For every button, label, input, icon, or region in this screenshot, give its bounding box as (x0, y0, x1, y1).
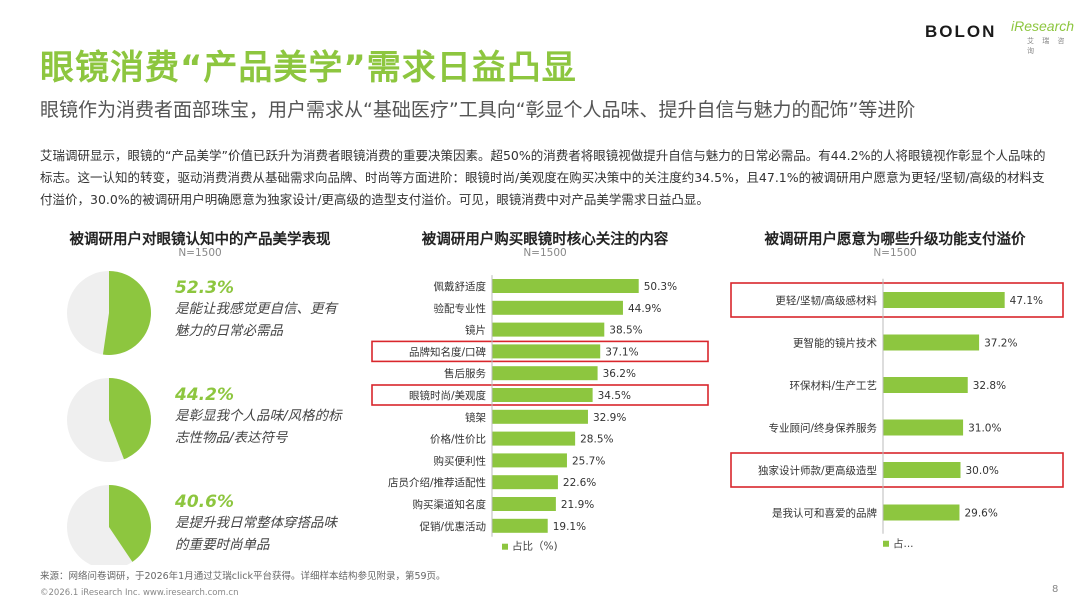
legend-label: 占比（%) (512, 540, 558, 553)
bar-category-label: 更轻/坚韧/高级感材料 (775, 294, 877, 307)
bar-value-label: 32.8% (973, 380, 1006, 392)
bar-category-label: 佩戴舒适度 (434, 280, 487, 293)
bar-category-label: 镜架 (465, 411, 486, 424)
bar (883, 292, 1005, 308)
bar-value-label: 29.6% (964, 508, 997, 520)
bar-chart-focus: 佩戴舒适度 50.3% 验配专业性 44.9% 镜片 38.5% 品牌知名度/口碑 37.1%… (371, 275, 709, 553)
pie-3-slice (109, 485, 152, 562)
bar-value-label: 21.9% (561, 499, 594, 511)
bar (492, 344, 601, 359)
bar-category-label: 品牌知名度/口碑 (409, 345, 487, 358)
bar-value-label: 28.5% (580, 434, 613, 446)
pie-item-1: 52.3% 是能让我感觉更自信、更有魅力的日常必需品 (175, 278, 345, 342)
bar-value-label: 37.2% (984, 338, 1017, 350)
bar-value-label: 38.5% (609, 325, 642, 337)
bar-category-label: 购买渠道知名度 (413, 498, 487, 511)
bar (492, 300, 623, 315)
bar-value-label: 47.1% (1010, 295, 1043, 307)
bar (883, 462, 961, 478)
pie-item-1-desc: 是能让我感觉更自信、更有魅力的日常必需品 (175, 301, 337, 339)
page-number: 8 (1052, 584, 1059, 595)
bar-chart-premium: 更轻/坚韧/高级感材料 47.1% 更智能的镜片技术 37.2% 环保材料/生产工艺 32… (730, 278, 1064, 550)
bar-panel-2-title: 被调研用户愿意为哪些升级功能支付溢价 (764, 232, 1026, 248)
legend-swatch (883, 540, 889, 547)
bar-panel-2-n: N=1500 (873, 247, 917, 259)
pie-item-2-desc: 是彰显我个人品味/风格的标志性物品/表达符号 (175, 408, 342, 446)
bar (883, 419, 964, 436)
bar-category-label: 价格/性价比 (430, 433, 486, 446)
bar-category-label: 购买便利性 (434, 454, 487, 467)
bar-value-label: 32.9% (593, 412, 626, 424)
bar (883, 334, 980, 351)
legend-swatch (502, 543, 508, 550)
pie-item-3-value: 40.6% (175, 492, 234, 512)
logo-iresearch-sub: 艾 瑞 咨 询 (1027, 37, 1068, 55)
bar-value-label: 36.2% (603, 368, 636, 380)
pie-item-2-value: 44.2% (175, 385, 234, 405)
pie-charts (67, 271, 152, 565)
bar (492, 497, 556, 511)
bar (492, 518, 548, 533)
bar-category-label: 独家设计师款/更高级造型 (758, 464, 877, 477)
highlight-box (730, 452, 1064, 488)
page-title: 眼镜消费“产品美学”需求日益凸显 (40, 48, 577, 88)
pie-item-2: 44.2% 是彰显我个人品味/风格的标志性物品/表达符号 (175, 385, 345, 449)
bar-value-label: 22.6% (563, 477, 596, 489)
bar-value-label: 25.7% (572, 455, 605, 467)
pie-item-3-desc: 是提升我日常整体穿搭品味的重要时尚单品 (175, 515, 337, 553)
bar-value-label: 31.0% (968, 423, 1001, 435)
bar-category-label: 更智能的镜片技术 (793, 337, 877, 350)
pie-panel-n: N=1500 (178, 247, 222, 259)
logo: BOLON iResearch 艾 瑞 咨 询 (925, 18, 1075, 55)
bar (492, 366, 598, 381)
bar (492, 279, 639, 293)
footer-copyright: ©2026.1 iResearch Inc. www.iresearch.com… (40, 588, 239, 598)
bar-value-label: 44.9% (628, 303, 661, 315)
bar (492, 453, 567, 468)
bar (492, 322, 605, 337)
pie-item-1-value: 52.3% (175, 278, 234, 298)
pie-2-slice (109, 378, 152, 460)
bar-category-label: 售后服务 (444, 367, 486, 380)
pie-panel-title: 被调研用户对眼镜认知中的产品美学表现 (69, 232, 331, 248)
pie-item-3: 40.6% 是提升我日常整体穿搭品味的重要时尚单品 (175, 492, 345, 556)
bar-category-label: 眼镜时尚/美观度 (409, 389, 487, 402)
bar-value-label: 34.5% (598, 390, 631, 402)
logo-brand: BOLON (925, 22, 997, 41)
bar-category-label: 镜片 (465, 324, 486, 337)
bar-value-label: 37.1% (605, 346, 638, 358)
bar-panel-1-title: 被调研用户购买眼镜时核心关注的内容 (421, 232, 669, 248)
bar-category-label: 促销/优惠活动 (419, 520, 486, 533)
bar (492, 475, 558, 490)
intro-paragraph: 艾瑞调研显示，眼镜的“产品美学”价值已跃升为消费者眼镜消费的重要决策因素。超50… (40, 148, 1046, 207)
bar-panel-1-n: N=1500 (523, 247, 567, 259)
bar-value-label: 50.3% (644, 281, 677, 293)
bar-category-label: 环保材料/生产工艺 (789, 379, 877, 392)
footer-source: 来源：网络问卷调研，于2026年1月通过艾瑞click平台获得。详细样本结构参见… (40, 571, 446, 582)
bar-category-label: 专业顾问/终身保养服务 (768, 422, 877, 435)
bar (492, 388, 593, 402)
legend-label: 占... (893, 537, 914, 550)
highlight-box (371, 340, 709, 363)
highlight-box (371, 384, 709, 406)
bar-value-label: 30.0% (966, 465, 999, 477)
pie-1-slice (102, 271, 152, 355)
bar-category-label: 是我认可和喜爱的品牌 (772, 507, 877, 520)
bar (492, 409, 588, 424)
page-subtitle: 眼镜作为消费者面部珠宝，用户需求从“基础医疗”工具向“彰显个人品味、提升自信与魅… (40, 99, 916, 121)
bar (492, 431, 576, 446)
bar (883, 504, 960, 521)
bar-value-label: 19.1% (553, 521, 586, 533)
bar (883, 377, 968, 393)
highlight-box (730, 282, 1064, 318)
bar-category-label: 店员介绍/推荐适配性 (388, 476, 486, 489)
logo-iresearch: iResearch (1011, 18, 1075, 34)
bar-category-label: 验配专业性 (434, 302, 487, 315)
